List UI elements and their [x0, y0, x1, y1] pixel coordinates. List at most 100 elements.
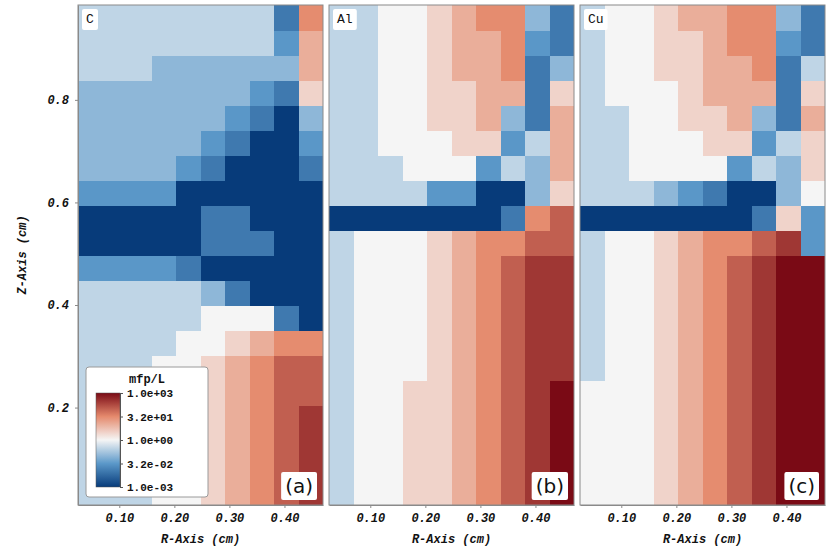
heatmap-cell [776, 255, 801, 281]
heatmap-cell [152, 230, 177, 256]
heatmap-cell [127, 130, 152, 156]
heatmap-cell [776, 405, 801, 431]
heatmap-cell [103, 80, 128, 106]
heatmap-cell [225, 480, 250, 505]
heatmap-cell [403, 330, 428, 356]
heatmap-cell [250, 405, 275, 431]
heatmap-cell [225, 80, 250, 106]
heatmap-cell [629, 380, 654, 406]
heatmap-cell [727, 205, 752, 231]
heatmap-cell [678, 55, 703, 81]
heatmap-cell [225, 355, 250, 381]
heatmap-cell [801, 80, 826, 106]
heatmap-cell [703, 205, 728, 231]
heatmap-cell [427, 180, 452, 206]
panel: 0.100.200.300.400.20.40.60.8R-Axis (cm)Z… [16, 5, 324, 547]
heatmap-cell [629, 180, 654, 206]
heatmap-cell [580, 155, 605, 181]
colorbar-tick-label: 1.0e-03 [127, 482, 174, 494]
heatmap-cell [299, 205, 324, 231]
heatmap-cell [654, 305, 679, 331]
heatmap-cell [550, 430, 575, 456]
heatmap-cell [580, 5, 605, 31]
x-tick-mark [425, 505, 426, 508]
heatmap-cell [678, 480, 703, 505]
heatmap-cell [354, 380, 379, 406]
heatmap-cell [329, 305, 354, 331]
heatmap-cell [476, 105, 501, 131]
heatmap-cell [250, 230, 275, 256]
heatmap-cell [299, 280, 324, 306]
heatmap-cell [354, 480, 379, 505]
heatmap-cell [329, 80, 354, 106]
heatmap-cell [403, 105, 428, 131]
heatmap-cell [250, 280, 275, 306]
heatmap-cell [250, 430, 275, 456]
heatmap-cell [752, 130, 777, 156]
x-tick: 0.30 [717, 505, 746, 526]
heatmap-cell [378, 405, 403, 431]
heatmap-cell [354, 430, 379, 456]
heatmap-cell [78, 130, 103, 156]
heatmap-cell [329, 5, 354, 31]
heatmap-cell [78, 5, 103, 31]
y-tick-label: 0.8 [47, 94, 69, 108]
heatmap-cell [605, 455, 630, 481]
heatmap-cell [525, 380, 550, 406]
heatmap-cell [654, 255, 679, 281]
heatmap-cell [452, 180, 477, 206]
x-tick-mark [621, 505, 622, 508]
heatmap-cell [501, 330, 526, 356]
x-tick-mark [370, 505, 371, 508]
y-tick: 0.4 [47, 299, 78, 313]
heatmap-cell [580, 405, 605, 431]
panel-title: Al [337, 12, 353, 27]
heatmap-cell [654, 480, 679, 505]
heatmap-cell [605, 280, 630, 306]
heatmap-cell [427, 305, 452, 331]
heatmap-cell [329, 405, 354, 431]
heatmap-cell [201, 280, 226, 306]
x-tick-label: 0.30 [466, 512, 495, 526]
heatmap-cell [250, 255, 275, 281]
heatmap-cell [752, 305, 777, 331]
heatmap-cell [403, 55, 428, 81]
heatmap-cell [127, 105, 152, 131]
heatmap-cell [678, 205, 703, 231]
heatmap-cell [629, 5, 654, 31]
panel-frame [78, 5, 323, 505]
colorbar-tick-label: 1.0e+00 [127, 435, 173, 447]
heatmap-cell [427, 255, 452, 281]
heatmap-cell [201, 105, 226, 131]
heatmap-cell [476, 130, 501, 156]
title-box [333, 9, 357, 30]
heatmap-cell [299, 380, 324, 406]
heatmap-cell [550, 80, 575, 106]
heatmap-cell [550, 305, 575, 331]
heatmap-cell [525, 30, 550, 56]
heatmap-cell [580, 105, 605, 131]
x-tick: 0.30 [215, 505, 244, 526]
heatmap-cell [678, 130, 703, 156]
heatmap-cell [452, 380, 477, 406]
heatmap-cell [250, 330, 275, 356]
heatmap-cell [403, 30, 428, 56]
heatmap-cell [299, 355, 324, 381]
heatmap-cell [605, 155, 630, 181]
heatmap-cell [250, 305, 275, 331]
heatmap-cell [801, 380, 826, 406]
heatmap-cell [476, 405, 501, 431]
heatmap-cell [580, 55, 605, 81]
heatmap-cell [476, 80, 501, 106]
heatmap-cell [629, 455, 654, 481]
y-tick: 0.6 [47, 197, 78, 211]
heatmap-cell [525, 5, 550, 31]
heatmap-cell [629, 155, 654, 181]
colorbar-legend: mfp/L1.0e+033.2e+011.0e+003.2e-021.0e-03 [86, 367, 208, 497]
heatmap-cell [654, 155, 679, 181]
heatmap-cell [727, 80, 752, 106]
heatmap-cell [580, 280, 605, 306]
heatmap-cell [427, 355, 452, 381]
heatmap-cell [703, 280, 728, 306]
x-axis-title: R-Axis (cm) [412, 533, 491, 547]
